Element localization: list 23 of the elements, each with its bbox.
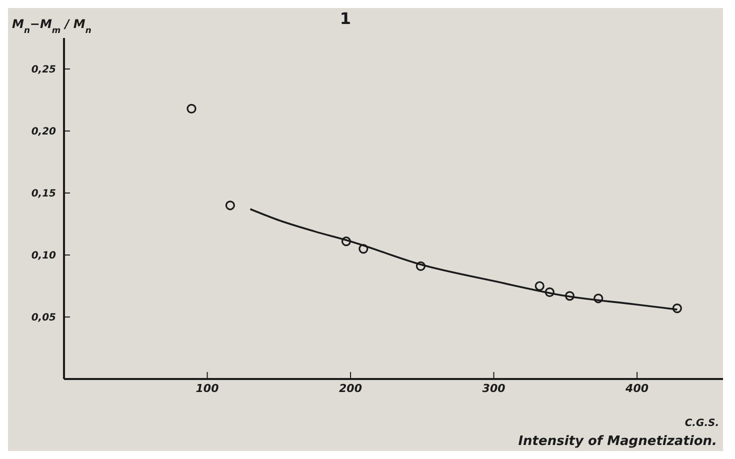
y-axis-title: M$_{n}$−M$_{m}$ / M$_{n}$ — [12, 17, 92, 35]
chart-title: 1 — [340, 9, 352, 28]
point — [358, 244, 368, 254]
point — [564, 291, 575, 301]
point — [672, 304, 682, 314]
y-tick-label: 0,25 — [31, 64, 56, 76]
x-tick-label: 100 — [196, 382, 220, 395]
point — [544, 287, 554, 297]
point — [416, 261, 426, 271]
y-tick-label: 0,15 — [31, 188, 56, 200]
text: C.G.S. — [684, 418, 719, 429]
x-axis-title: Intensity of Magnetization. — [518, 434, 717, 449]
y-tick-label: 0,20 — [31, 126, 56, 138]
x-tick-label: 300 — [482, 382, 506, 395]
x-tick-label: 400 — [624, 382, 649, 395]
point — [341, 236, 352, 246]
y-tick-label: 0,10 — [31, 250, 56, 262]
y-tick-label: 0,05 — [31, 312, 56, 324]
point — [534, 281, 544, 291]
x-tick-label: 200 — [339, 382, 362, 395]
point — [186, 104, 196, 114]
point — [594, 294, 604, 304]
point — [225, 200, 235, 210]
